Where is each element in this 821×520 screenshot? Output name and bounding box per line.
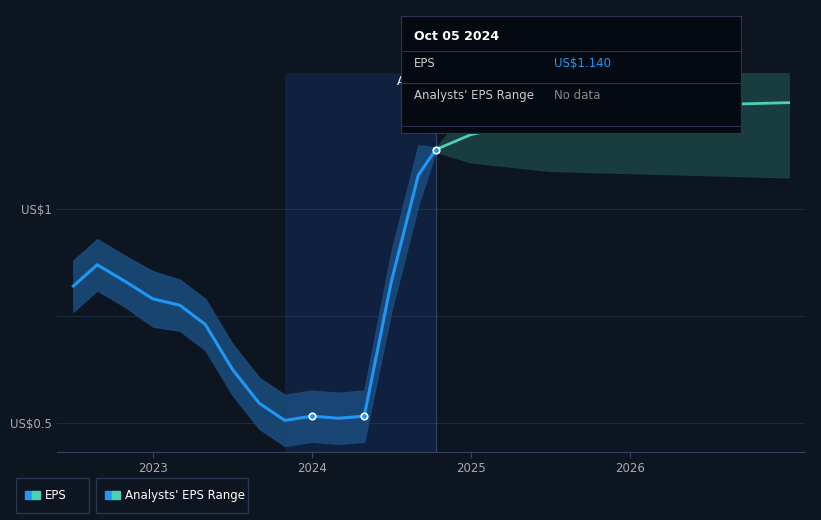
Text: Analysts' EPS Range: Analysts' EPS Range: [415, 89, 534, 102]
Point: [504, 122, 517, 131]
Text: Analysts' EPS Range: Analysts' EPS Range: [125, 489, 245, 502]
Point: [429, 146, 443, 154]
Text: US$1.140: US$1.140: [554, 57, 611, 70]
Point: [358, 412, 371, 420]
Point: [623, 105, 636, 113]
FancyBboxPatch shape: [96, 478, 248, 513]
Text: EPS: EPS: [45, 489, 67, 502]
Point: [305, 412, 319, 420]
Text: No data: No data: [554, 89, 600, 102]
Text: Oct 05 2024: Oct 05 2024: [415, 30, 499, 43]
Text: Analysts Forecasts: Analysts Forecasts: [438, 75, 548, 88]
Text: EPS: EPS: [415, 57, 436, 70]
FancyBboxPatch shape: [16, 478, 89, 513]
Text: Actual: Actual: [397, 75, 434, 88]
Bar: [285, 73, 436, 452]
